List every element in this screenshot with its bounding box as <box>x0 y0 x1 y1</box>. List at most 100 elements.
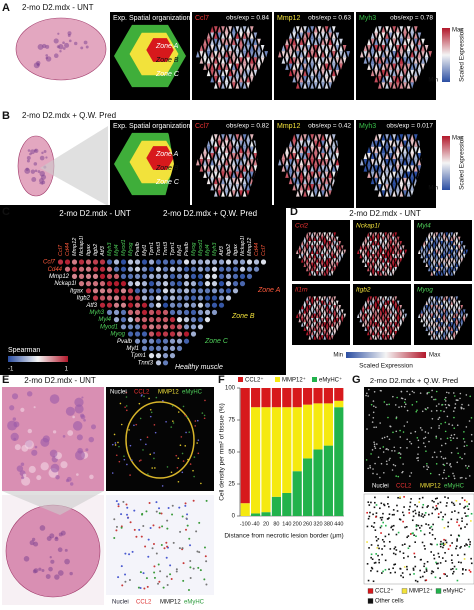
hex-tile <box>323 249 326 254</box>
hex-tile <box>362 245 365 250</box>
hex-tile <box>250 57 254 64</box>
hex-tile <box>374 232 377 237</box>
hex-tile <box>403 152 407 160</box>
hex-tile <box>242 76 247 83</box>
cell <box>181 452 184 455</box>
hex-tile <box>228 177 232 185</box>
hex-tile <box>228 184 232 191</box>
hex-tile <box>450 335 453 340</box>
hex-tile <box>232 159 236 166</box>
hex-tile <box>260 51 265 58</box>
cell <box>408 393 411 396</box>
hex-tile <box>367 245 370 250</box>
hex-tile <box>314 32 318 39</box>
corr-dot <box>134 309 141 315</box>
cell <box>142 572 145 575</box>
corr-dot <box>211 309 218 315</box>
hex-tile <box>424 44 429 52</box>
tissue-speck <box>60 461 68 469</box>
hex-tile <box>430 236 433 241</box>
hex-tile <box>311 262 314 267</box>
x-tick-label: 80 <box>273 521 279 527</box>
hex-tile <box>443 317 446 323</box>
hex-tile <box>296 165 300 172</box>
hex-tile <box>410 76 414 83</box>
hex-tile <box>299 140 304 147</box>
hex-tile <box>232 146 236 153</box>
hex-tile <box>396 44 400 52</box>
cell <box>398 406 400 408</box>
hex-tile <box>460 309 463 314</box>
hex-tile <box>460 245 463 250</box>
zone-label: Zone A <box>155 151 179 158</box>
tissue-speck <box>56 45 60 49</box>
hex-tile <box>332 146 336 153</box>
hex-tile <box>321 335 324 340</box>
hex-tile <box>326 317 329 323</box>
hex-tile <box>242 146 247 153</box>
hex-tile <box>333 240 336 246</box>
hex-tile <box>378 57 382 64</box>
cell <box>399 453 402 455</box>
hex-tile <box>326 313 329 318</box>
cell <box>146 585 149 588</box>
hex-tile <box>440 240 443 246</box>
bar-segment <box>271 388 281 408</box>
hex-tile <box>224 44 229 52</box>
hex-tile <box>301 322 304 327</box>
cell <box>392 528 394 531</box>
hex-tile <box>203 159 207 166</box>
hex-tile <box>288 165 293 172</box>
hex-tile <box>410 134 414 141</box>
cell <box>370 403 373 406</box>
hex-tile <box>308 258 311 263</box>
hex-tile <box>448 266 451 272</box>
hex-tile <box>453 232 456 237</box>
hex-tile <box>382 304 385 310</box>
hex-tile <box>374 322 377 327</box>
cell <box>416 437 419 439</box>
hex-tile <box>385 51 389 58</box>
hex-tile <box>389 326 392 331</box>
hex-tile <box>303 262 306 267</box>
hex-tile <box>323 330 326 336</box>
hex-tile <box>399 249 402 254</box>
hex-tile <box>299 134 304 141</box>
hex-tile <box>440 313 443 318</box>
hex-tile <box>310 177 314 185</box>
corr-dot <box>148 259 155 265</box>
hex-tile <box>321 140 325 147</box>
cell <box>421 513 424 515</box>
hex-tile <box>217 159 222 166</box>
cell <box>448 404 451 407</box>
corr-dot <box>162 309 169 315</box>
gene-label-top: Myl4 <box>205 244 211 256</box>
cell <box>375 504 378 506</box>
hex-tile <box>453 326 456 331</box>
hex-tile <box>370 38 375 45</box>
cell <box>203 546 206 549</box>
y-tick-label: 25 <box>228 482 235 488</box>
hex-tile <box>387 266 390 272</box>
hex-tile <box>203 63 207 70</box>
tissue-speck <box>40 437 50 447</box>
cell <box>195 530 198 533</box>
corr-dot <box>246 259 253 265</box>
hex-tile <box>448 317 451 323</box>
hex-tile <box>382 313 385 318</box>
hex-tile <box>306 309 309 314</box>
corr-dot <box>176 345 183 351</box>
gene-label: Myh3 <box>89 310 104 316</box>
hex-tile <box>359 253 362 259</box>
cell <box>444 496 446 498</box>
hex-tile <box>435 300 438 305</box>
corr-dot <box>127 331 134 337</box>
hex-tile <box>385 140 389 147</box>
corr-dot <box>176 295 183 301</box>
hex-tile <box>370 51 375 58</box>
hex-tile <box>332 51 336 58</box>
hex-tile <box>246 177 250 185</box>
cell <box>443 469 446 472</box>
cell <box>124 406 126 408</box>
colorbar <box>346 352 426 358</box>
